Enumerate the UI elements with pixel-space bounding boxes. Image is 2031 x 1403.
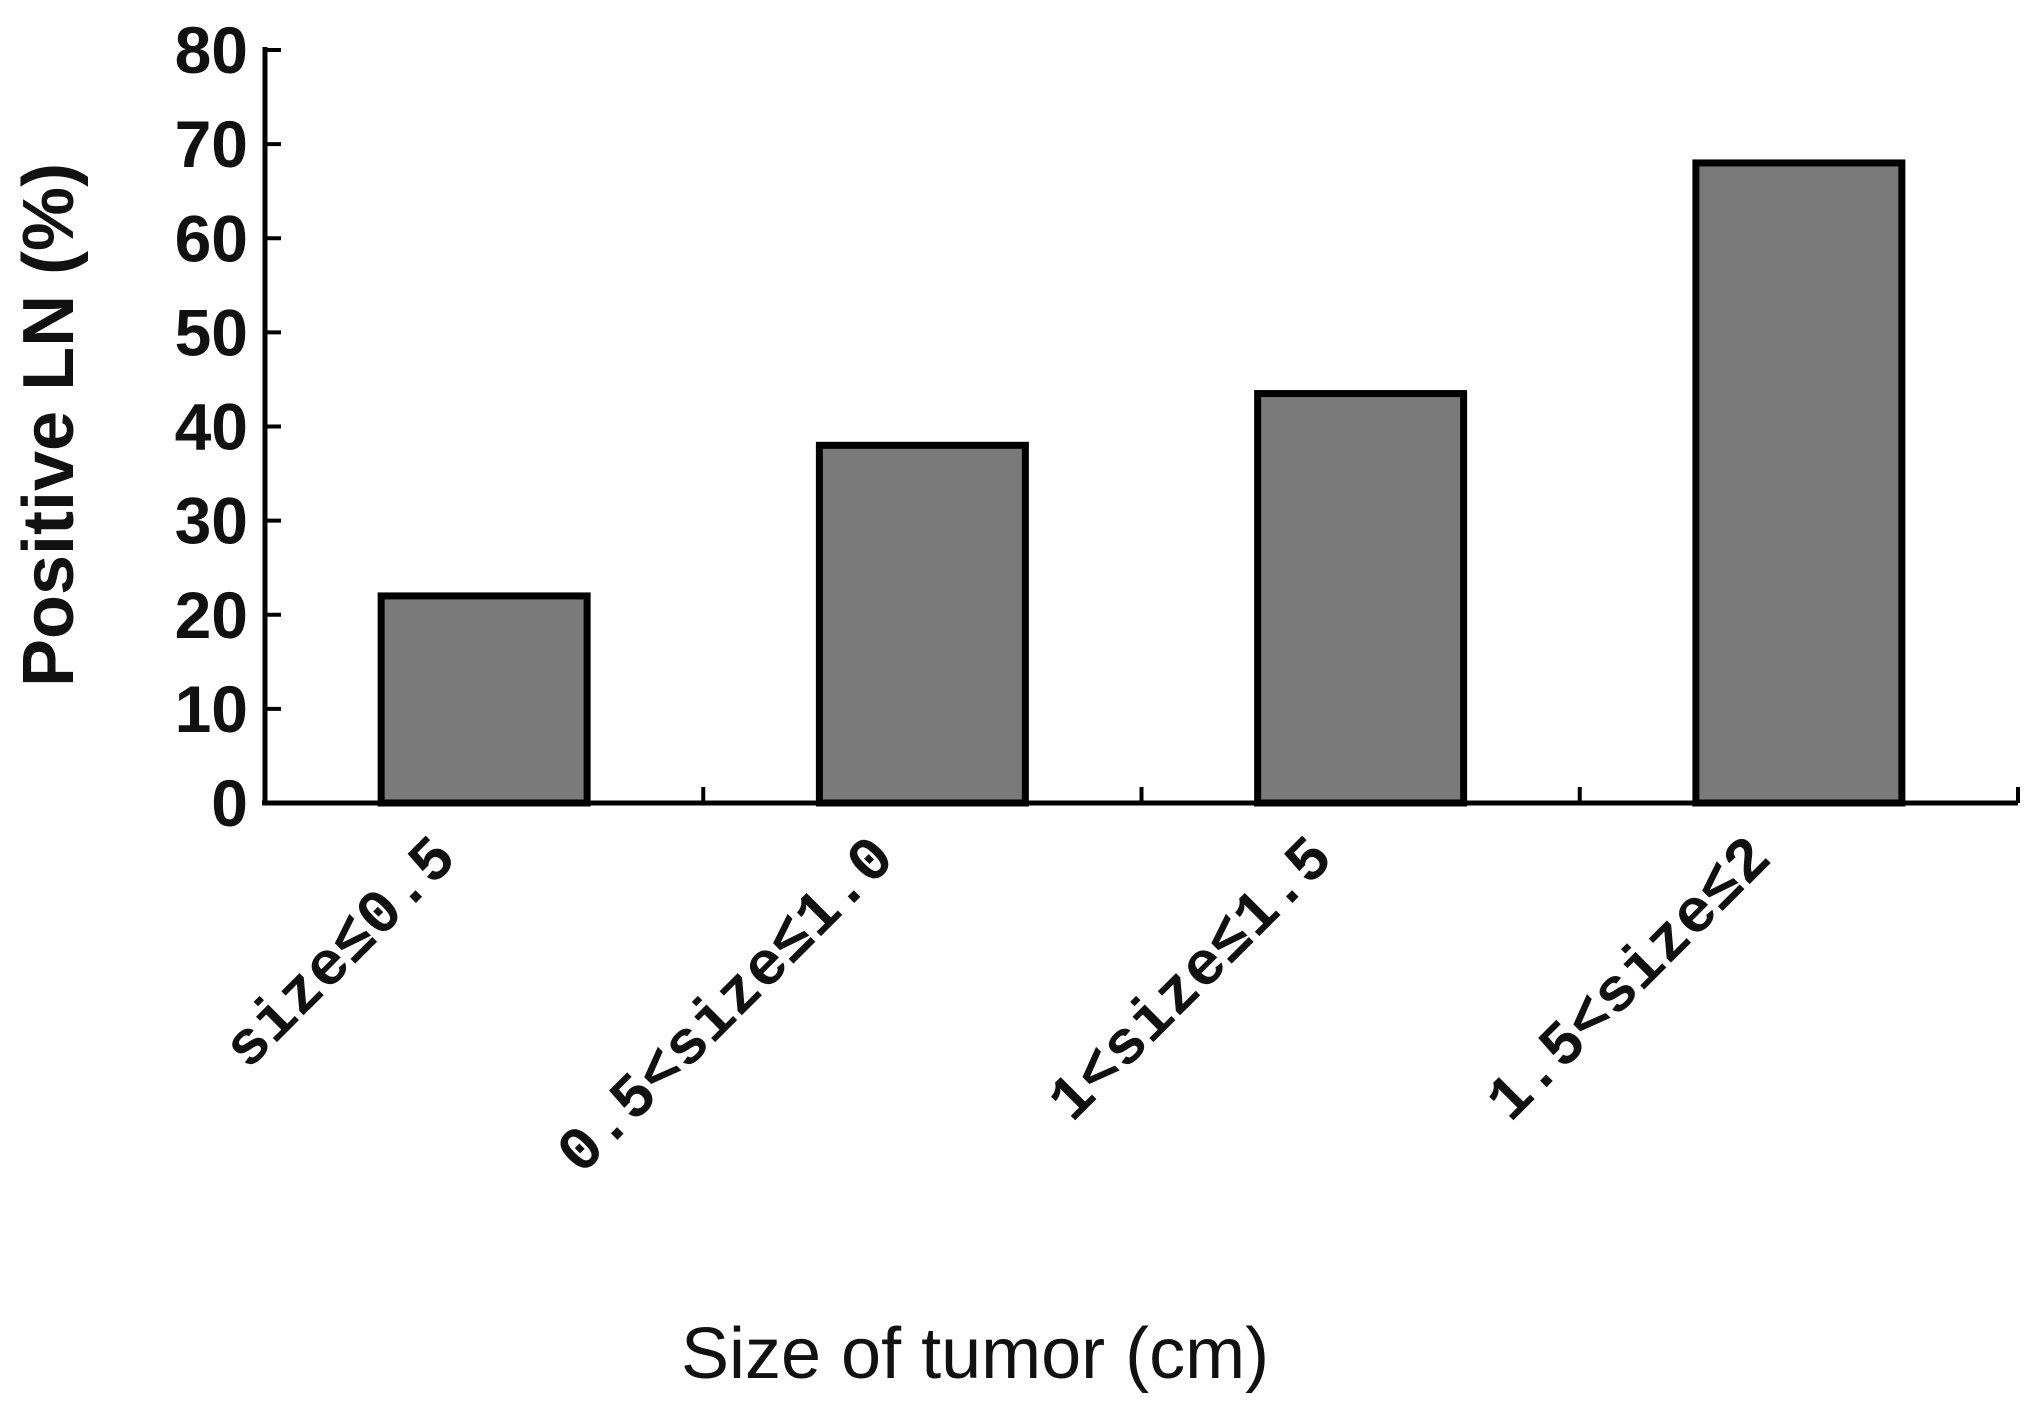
y-tick-label: 20 — [175, 578, 248, 652]
y-tick-label: 40 — [175, 390, 248, 464]
x-category-label: 1<size≤1.5 — [1035, 824, 1348, 1137]
y-tick-label: 30 — [175, 484, 248, 558]
y-tick-label: 0 — [211, 766, 248, 840]
category-labels-group: size≤0.5 0.5<size≤1.0 1<size≤1.5 1.5<size≤2 — [211, 824, 1786, 1190]
bar — [1692, 159, 1906, 807]
bar — [377, 592, 591, 807]
y-axis-title: Positive LN (%) — [9, 163, 89, 687]
y-tick-label: 60 — [175, 201, 248, 275]
x-ticks-group — [701, 787, 2020, 803]
x-category-label: size≤0.5 — [211, 824, 472, 1085]
y-ticks-group: 0 10 20 30 40 50 60 70 80 — [175, 13, 281, 840]
y-tick-label: 80 — [175, 13, 248, 87]
bars-group — [377, 159, 1906, 807]
bar — [815, 441, 1029, 807]
x-category-label: 1.5<size≤2 — [1473, 824, 1786, 1137]
bar — [1254, 390, 1468, 807]
x-category-label: 0.5<size≤1.0 — [544, 824, 910, 1190]
y-tick-label: 10 — [175, 672, 248, 746]
x-axis-title: Size of tumor (cm) — [681, 1314, 1269, 1394]
y-tick-label: 50 — [175, 295, 248, 369]
y-tick-label: 70 — [175, 107, 248, 181]
